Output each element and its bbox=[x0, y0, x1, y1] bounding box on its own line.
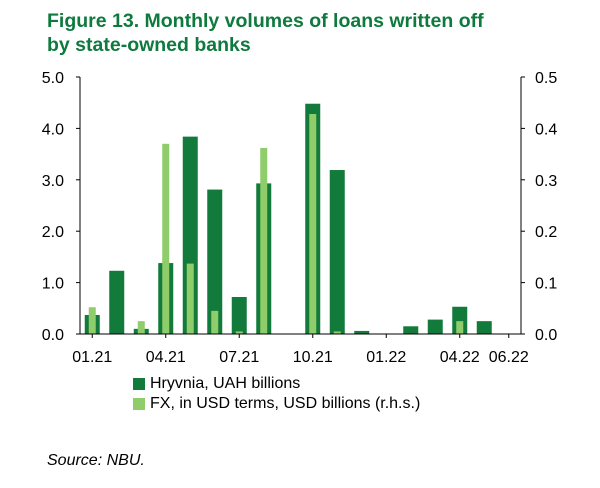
legend-item-hryvnia: Hryvnia, UAH billions bbox=[133, 374, 420, 394]
x-tick-label-01.21: 01.21 bbox=[72, 349, 112, 366]
y-left-tick-label-3.0: 3.0 bbox=[42, 173, 64, 190]
bar-fx-07.21 bbox=[235, 331, 243, 334]
y-right-tick-label-0.0: 0.0 bbox=[535, 327, 557, 344]
y-left-tick-label-2.0: 2.0 bbox=[42, 224, 64, 241]
legend-label-hryvnia: Hryvnia, UAH billions bbox=[150, 375, 301, 392]
bar-hryvnia-04.22 bbox=[452, 306, 468, 334]
y-left-tick-label-4.0: 4.0 bbox=[42, 121, 64, 138]
bar-hryvnia-03.22 bbox=[427, 319, 443, 334]
x-tick-label-04.21: 04.21 bbox=[146, 349, 186, 366]
legend-label-fx: FX, in USD terms, USD billions (r.h.s.) bbox=[150, 395, 421, 412]
y-right-tick-label-0.5: 0.5 bbox=[535, 70, 557, 87]
bar-fx-05.21 bbox=[186, 263, 194, 334]
bar-fx-04.22 bbox=[456, 321, 464, 334]
x-tick-label-01.22: 01.22 bbox=[366, 349, 406, 366]
y-left-tick-label-1.0: 1.0 bbox=[42, 276, 64, 293]
x-tick-label-06.22: 06.22 bbox=[489, 349, 529, 366]
x-tick-label-04.22: 04.22 bbox=[440, 349, 480, 366]
bar-fx-03.21 bbox=[137, 321, 145, 334]
bar-hryvnia-06.21 bbox=[207, 189, 223, 334]
y-left-tick-label-0.0: 0.0 bbox=[42, 327, 64, 344]
bar-fx-06.21 bbox=[211, 310, 219, 334]
chart-title-line-1: Figure 13. Monthly volumes of loans writ… bbox=[47, 10, 484, 32]
bar-hryvnia-02.21 bbox=[109, 270, 125, 334]
chart-title: Figure 13. Monthly volumes of loans writ… bbox=[47, 9, 587, 57]
x-tick-label-10.21: 10.21 bbox=[293, 349, 333, 366]
bar-hryvnia-02.22 bbox=[403, 326, 419, 334]
x-tick-label-07.21: 07.21 bbox=[219, 349, 259, 366]
y-left-tick-label-5.0: 5.0 bbox=[42, 70, 64, 87]
bar-hryvnia-11.21 bbox=[329, 170, 345, 334]
bar-fx-01.21 bbox=[88, 307, 96, 334]
legend-swatch-hryvnia bbox=[133, 378, 145, 390]
bar-hryvnia-05.22 bbox=[476, 321, 492, 334]
bar-fx-08.21 bbox=[260, 147, 268, 334]
chart-legend: Hryvnia, UAH billions FX, in USD terms, … bbox=[133, 374, 420, 414]
bar-hryvnia-07.21 bbox=[231, 296, 247, 334]
bar-hryvnia-12.21 bbox=[354, 330, 370, 334]
bar-hryvnia-05.21 bbox=[182, 136, 198, 334]
chart-title-line-2: by state-owned banks bbox=[47, 34, 251, 56]
bar-fx-10.21 bbox=[309, 114, 317, 335]
legend-swatch-fx bbox=[133, 398, 145, 410]
bar-fx-04.21 bbox=[162, 143, 170, 334]
y-right-tick-label-0.4: 0.4 bbox=[535, 121, 557, 138]
source-note: Source: NBU. bbox=[47, 452, 145, 469]
y-right-tick-label-0.2: 0.2 bbox=[535, 224, 557, 241]
y-right-tick-label-0.3: 0.3 bbox=[535, 173, 557, 190]
y-right-tick-label-0.1: 0.1 bbox=[535, 276, 557, 293]
bar-fx-11.21 bbox=[333, 331, 341, 334]
legend-item-fx: FX, in USD terms, USD billions (r.h.s.) bbox=[133, 394, 420, 414]
